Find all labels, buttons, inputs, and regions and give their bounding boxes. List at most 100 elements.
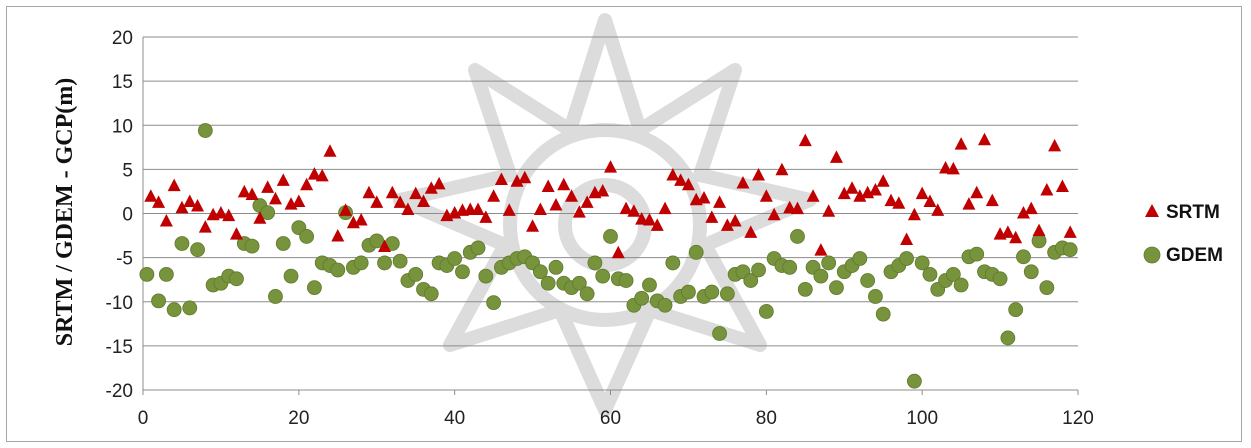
gdem-point [1008,302,1024,318]
y-tick-label: 20 [112,28,133,49]
legend-gdem-label: GDEM [1166,245,1223,266]
srtm-point [331,228,345,242]
srtm-point [417,194,430,208]
y-axis-label: SRTM / GDEM - GCP(m) [52,78,78,346]
gdem-point [875,306,891,322]
gdem-point [166,302,182,318]
srtm-point [533,202,547,215]
srtm-point [611,245,625,259]
y-tick-label: -10 [106,293,133,314]
gdem-point [945,266,961,282]
srtm-point [409,186,423,200]
srtm-point [853,189,867,202]
gdem-point [665,255,681,271]
srtm-point [323,144,337,157]
gdem-point [532,264,548,280]
srtm-point [798,133,812,147]
srtm-point [315,168,329,182]
x-tick-label: 120 [1062,408,1094,429]
srtm-point [868,183,882,196]
legend-srtm-marker [1145,204,1159,217]
srtm-point [541,179,555,193]
srtm-point [666,168,680,181]
srtm-point [393,195,407,208]
gdem-point [587,255,603,271]
srtm-point [261,180,275,193]
y-tick-label: 0 [122,205,133,226]
gdem-point [712,326,727,341]
srtm-point [806,189,820,202]
srtm-point [876,174,890,187]
srtm-point [1016,206,1030,219]
gdem-point [330,262,346,278]
srtm-point [214,206,228,219]
srtm-point [907,207,921,221]
srtm-point [829,150,843,163]
srtm-point [736,175,750,189]
srtm-point [962,197,976,210]
srtm-point [1055,179,1069,193]
gdem-point [852,251,868,266]
srtm-point [518,170,532,184]
gdem-point [906,373,922,389]
gdem-point [868,289,883,304]
srtm-point [970,185,984,199]
srtm-point [744,225,758,238]
gdem-point [657,297,673,313]
srtm-point [985,193,999,207]
srtm-point [572,205,586,218]
gdem-point [190,242,205,258]
srtm-point [946,161,960,175]
srtm-point [167,178,181,192]
series-layer [139,123,1078,389]
srtm-point [923,194,937,208]
srtm-point [767,207,781,221]
srtm-point [237,184,251,198]
srtm-point [245,187,259,200]
srtm-point [1040,183,1054,196]
srtm-point [191,198,205,212]
legend: SRTM GDEM [1143,202,1223,266]
legend-srtm-label: SRTM [1166,202,1220,223]
srtm-point [354,213,368,226]
gdem-point [704,284,720,300]
srtm-point [837,186,851,200]
gdem-point [470,240,486,256]
srtm-point [565,189,579,202]
gdem-point [829,280,844,296]
srtm-point [230,227,243,240]
srtm-point [939,160,953,174]
gdem-point [688,244,704,260]
srtm-point [144,189,158,202]
srtm-point [339,203,353,216]
srtm-point [759,189,773,202]
gdem-point [353,255,369,271]
gdem-point [1023,264,1039,280]
gdem-point [1039,280,1055,296]
srtm-point [705,210,719,223]
srtm-point [307,167,321,180]
gdem-point [743,273,759,288]
srtm-point [604,160,617,173]
srtm-point [479,210,493,223]
gdem-point [151,293,166,309]
gdem-point [423,286,439,302]
gdem-point [229,271,244,287]
srtm-point [253,211,267,224]
srtm-point [1063,225,1077,238]
srtm-point [494,172,508,185]
gdem-point [579,286,595,302]
gdem-point [174,236,190,251]
srtm-point [370,195,384,208]
gdem-point [1062,242,1078,258]
srtm-point [596,183,610,197]
gdem-point [548,259,564,275]
x-axis-ticks: 0 20 40 60 80 100 120 [138,390,1094,429]
gdem-point [455,264,470,280]
gdem-point [377,255,392,271]
srtm-point [362,185,376,199]
srtm-point [845,181,859,194]
srtm-point [510,174,524,187]
srtm-point [619,201,633,215]
